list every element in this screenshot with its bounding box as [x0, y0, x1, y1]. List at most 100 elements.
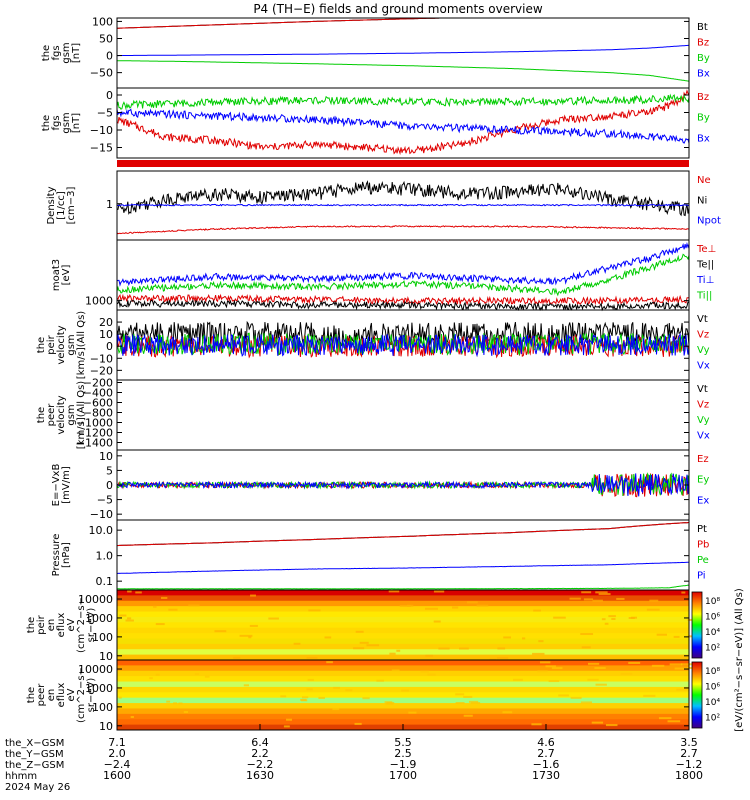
y-tick-label: −10: [90, 124, 113, 137]
spectrogram-texture: [119, 614, 127, 617]
spectrogram-texture: [463, 695, 473, 698]
x-axis-value: 2.2: [251, 747, 269, 760]
y-tick-label: −400: [83, 387, 113, 400]
series-black-line: [116, 180, 690, 217]
spectrogram-texture: [531, 723, 542, 726]
spectrogram-texture: [476, 604, 489, 607]
y-tick-label: −15: [90, 142, 113, 155]
series-red-line: [116, 293, 690, 306]
y-axis-label: velocity: [56, 395, 67, 434]
y-axis-label: E=−VxB: [51, 464, 62, 507]
colorbar-tick-label: 10⁴: [705, 628, 720, 638]
y-tick-label: −1400: [76, 437, 113, 450]
plot-title: P4 (TH−E) fields and ground moments over…: [253, 2, 543, 16]
y-axis-label: [1/cc]: [56, 191, 67, 220]
legend-red: Bz: [697, 38, 709, 49]
spectrogram-texture: [324, 636, 332, 639]
x-axis-value: 1600: [103, 769, 131, 782]
spectrogram-texture: [649, 599, 659, 602]
spectrogram-texture: [280, 695, 287, 698]
y-axis-label: Density: [46, 186, 57, 224]
y-tick-label: 1000: [85, 295, 113, 308]
spectrogram-texture: [385, 703, 394, 706]
legend-blue: Ti⊥: [696, 275, 714, 286]
y-tick-label: −10: [90, 352, 113, 365]
x-axis-value: −2.4: [104, 758, 131, 771]
spectrogram-band: [117, 606, 689, 613]
spectrogram-texture: [166, 700, 171, 703]
y-tick-label: 1.0: [96, 550, 114, 563]
y-axis-label: [km/s](All Qs): [76, 311, 87, 379]
x-axis-value: −1.6: [533, 758, 560, 771]
legend-green: By: [697, 53, 710, 64]
spectrogram-band: [117, 670, 689, 677]
date-label: 2024 May 26: [5, 782, 70, 793]
x-axis-value: 1700: [389, 769, 417, 782]
series-blue-line: [116, 561, 690, 574]
spectrogram-texture: [680, 663, 694, 666]
spectrogram-texture: [127, 590, 132, 593]
series-green-line: [116, 253, 690, 297]
spectrogram-texture: [512, 678, 523, 681]
y-axis-label: (cm^2−s−: [76, 597, 87, 653]
y-tick-label: 20: [99, 316, 113, 329]
spectrogram-texture: [583, 598, 594, 601]
x-axis-value: 6.4: [251, 736, 269, 749]
y-axis-label: sr−eV): [86, 608, 97, 643]
spectrogram-texture: [581, 646, 591, 649]
spectrogram-band: [117, 697, 689, 704]
spectrogram-texture: [620, 672, 633, 675]
panel-2: 0 −5 −10 −15 the fgs gsm [nT] Bz By Bx: [41, 87, 710, 159]
x-axis-value: 2.5: [394, 747, 412, 760]
spectrogram-texture: [539, 661, 551, 664]
y-tick-label: 1: [106, 198, 113, 211]
y-axis-label: fgs: [51, 45, 62, 60]
y-axis-label: sr−eV): [86, 678, 97, 713]
x-axis-value: 7.1: [108, 736, 126, 749]
legend-blue: Ex: [697, 495, 709, 506]
spectrogram-band: [117, 703, 689, 709]
x-axis-value: −1.2: [676, 758, 703, 771]
y-axis-label: [nT]: [71, 113, 82, 133]
y-axis-label: [nT]: [71, 43, 82, 63]
series-blue-line: [116, 203, 690, 207]
spectrogram-texture: [451, 606, 459, 609]
legend-red: Ne: [697, 175, 711, 186]
y-axis-label: (cm^2−s−: [76, 667, 87, 723]
spectrogram-texture: [502, 711, 513, 714]
spectrogram-texture: [611, 618, 616, 621]
spectrogram-texture: [553, 616, 566, 619]
spectrogram-texture: [433, 620, 441, 623]
colorbar-tick-label: 10⁶: [705, 682, 720, 692]
legend-red: Pb: [697, 540, 709, 551]
x-axis-row-label: the_Y−GSM: [5, 749, 64, 760]
y-axis-label: gsm: [66, 404, 77, 425]
panel-9: 10000 1000 100 10 the peir en eflux eV (cm^2−s− sr…: [26, 589, 699, 663]
spectrogram-texture: [408, 711, 417, 714]
spectrogram-texture: [194, 673, 200, 676]
x-axis-value: −1.9: [390, 758, 417, 771]
y-tick-label: −800: [83, 407, 113, 420]
spectrogram-texture: [658, 717, 672, 720]
y-axis-label: en: [46, 689, 57, 702]
panel-1: 100 50 0 −50 the fgs gsm [nT] Bt Bz By Bx: [41, 15, 710, 89]
spectrogram-texture: [580, 701, 592, 704]
spectrogram-band: [117, 590, 689, 596]
y-axis-label: peir: [36, 614, 47, 634]
colorbar-tick-label: 10⁴: [705, 698, 720, 708]
series-blue-line: [116, 473, 690, 497]
spectrogram-texture: [687, 618, 692, 621]
y-tick-label: 50: [99, 32, 113, 45]
panel-frame: [116, 519, 690, 591]
series-green-line: [117, 60, 690, 82]
series-blue-line: [116, 108, 690, 144]
legend-blue: Pi: [697, 571, 706, 582]
spectrogram-band: [117, 649, 689, 656]
spectrogram-texture: [455, 693, 465, 696]
spectrogram-texture: [551, 667, 563, 670]
spectrogram-texture: [595, 683, 607, 686]
spectrogram-band: [117, 638, 689, 645]
spectrogram-texture: [389, 652, 396, 655]
spectrogram-texture: [130, 716, 134, 719]
